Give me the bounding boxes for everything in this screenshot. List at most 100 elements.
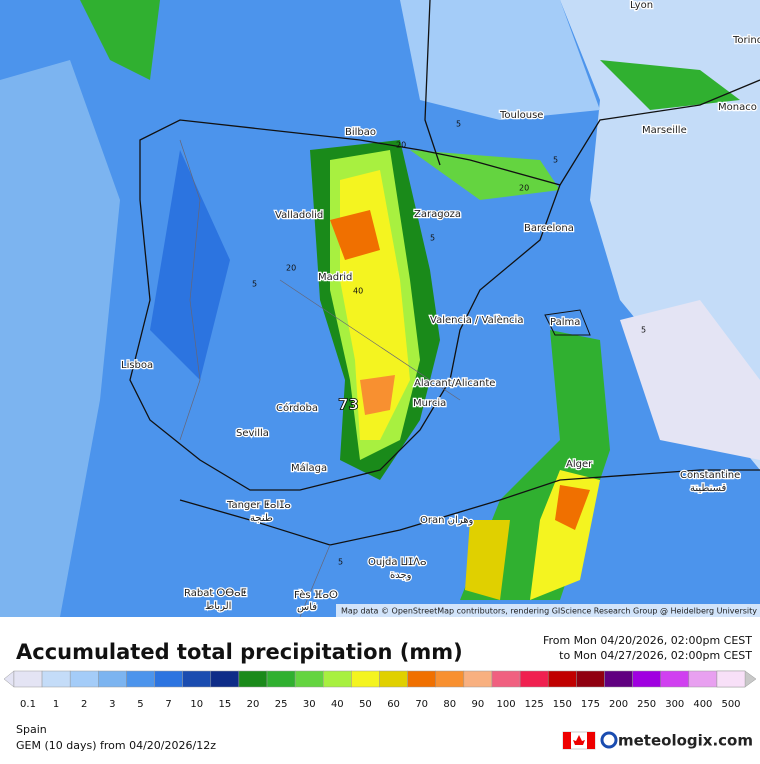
legend-swatch bbox=[154, 670, 183, 688]
city: Valencia / València bbox=[430, 314, 523, 326]
legend-swatch bbox=[351, 670, 380, 688]
legend-swatch bbox=[266, 670, 296, 688]
light-area bbox=[620, 300, 760, 460]
legend-label: 80 bbox=[443, 699, 456, 710]
legend-swatch bbox=[126, 670, 155, 688]
legend-label: 2 bbox=[81, 699, 87, 710]
city: Lyon bbox=[630, 0, 653, 11]
legend-swatch bbox=[41, 670, 71, 688]
city: Sevilla bbox=[236, 428, 269, 439]
legend-label: 30 bbox=[303, 699, 316, 710]
legend-label: 40 bbox=[331, 699, 344, 710]
legend-swatch bbox=[604, 670, 633, 688]
city: Tanger ⵟⴰⵏⵊⴰ bbox=[226, 500, 291, 511]
legend-label: 1 bbox=[53, 699, 59, 710]
contour-label: 5 bbox=[252, 280, 257, 289]
legend-swatch bbox=[294, 670, 324, 688]
orange-area bbox=[555, 485, 590, 530]
legend-label: 7 bbox=[165, 699, 171, 710]
island bbox=[544, 309, 591, 336]
legend-swatch bbox=[632, 670, 661, 688]
max-value: 73 bbox=[338, 396, 359, 414]
legend-label: 10 bbox=[190, 699, 203, 710]
border bbox=[179, 139, 461, 618]
attribution: Map data © OpenStreetMap contributors, r… bbox=[341, 607, 757, 616]
legend-swatch bbox=[463, 670, 493, 688]
city: Toulouse bbox=[499, 110, 543, 121]
legend-swatch bbox=[98, 670, 127, 688]
legend-label: 15 bbox=[218, 699, 231, 710]
attribution-bg bbox=[336, 604, 760, 617]
legend-swatch bbox=[13, 670, 43, 688]
city: Monaco bbox=[718, 102, 757, 113]
coastline bbox=[179, 469, 760, 546]
legend-label: 175 bbox=[581, 699, 600, 710]
legend-label: 50 bbox=[359, 699, 372, 710]
legend-swatch bbox=[210, 670, 240, 688]
contour-label: 5 bbox=[338, 558, 343, 567]
legend-label: 200 bbox=[609, 699, 628, 710]
city: Málaga bbox=[291, 462, 327, 474]
city: قسنطينة bbox=[690, 483, 727, 494]
orange-area bbox=[360, 375, 395, 415]
model: GEM (10 days) from 04/20/2026/12z bbox=[16, 739, 216, 752]
legend-swatch bbox=[491, 670, 521, 688]
contour-label: 20 bbox=[519, 184, 529, 193]
city: Marseille bbox=[642, 125, 687, 136]
date-from: From Mon 04/20/2026, 02:00pm CEST bbox=[543, 634, 752, 647]
contour-label: 40 bbox=[353, 287, 363, 296]
yellow-area bbox=[465, 520, 510, 600]
legend-label: 20 bbox=[247, 699, 260, 710]
orange-area bbox=[330, 210, 380, 260]
city: Oran وهران bbox=[420, 515, 474, 526]
contour-labels: 20 5 20 5 5 20 40 5 5 5 bbox=[252, 120, 646, 567]
city: الرباط bbox=[205, 601, 231, 612]
legend-label: 25 bbox=[275, 699, 288, 710]
city: Torino bbox=[732, 35, 760, 46]
canada-flag bbox=[562, 731, 596, 750]
legend-label: 100 bbox=[496, 699, 515, 710]
legend-label: 90 bbox=[472, 699, 485, 710]
city: Córdoba bbox=[276, 402, 318, 414]
legend-label: 300 bbox=[665, 699, 684, 710]
legend-label: 500 bbox=[721, 699, 740, 710]
legend-label: 150 bbox=[553, 699, 572, 710]
contour-label: 5 bbox=[641, 326, 646, 335]
green-area bbox=[410, 150, 560, 200]
legend-swatch bbox=[238, 670, 268, 688]
city: Fès ⴼⴰⵙ bbox=[294, 589, 338, 601]
legend-label: 0.1 bbox=[20, 699, 36, 710]
legend-swatch bbox=[716, 670, 746, 688]
legend-label: 125 bbox=[525, 699, 544, 710]
legend-label: 70 bbox=[415, 699, 428, 710]
city: Rabat ⵔⴱⴰⵟ bbox=[184, 588, 247, 599]
legend-swatch bbox=[407, 670, 436, 688]
city: Palma bbox=[550, 317, 580, 328]
legend-label: 5 bbox=[137, 699, 143, 710]
city: فاس bbox=[297, 602, 317, 613]
legend-swatch bbox=[69, 670, 99, 688]
contour-label: 5 bbox=[553, 156, 558, 165]
date-to: to Mon 04/27/2026, 02:00pm CEST bbox=[559, 649, 752, 662]
legend: 0.1 1 2 3 5 7 10 15 20 25 30 40 50 60 70 80 90 100 125 150 1… bbox=[3, 670, 757, 710]
legend-swatch bbox=[323, 670, 352, 688]
medium-area bbox=[150, 150, 230, 380]
legend-label: 400 bbox=[693, 699, 712, 710]
city: Oujda ⵡⵊⴷⴰ bbox=[368, 557, 427, 568]
city: Zaragoza bbox=[414, 209, 461, 220]
legend-label: 60 bbox=[387, 699, 400, 710]
green-area bbox=[80, 0, 160, 80]
legend-swatch bbox=[379, 670, 408, 688]
city: Constantine bbox=[680, 470, 740, 481]
light-area bbox=[0, 60, 120, 617]
legend-swatch bbox=[688, 670, 718, 688]
city-labels: Lyon Torino Monaco Marseille Toulouse Bi… bbox=[120, 0, 760, 614]
city: وجدة bbox=[390, 570, 412, 581]
coastline bbox=[424, 0, 760, 186]
legend-swatch bbox=[182, 670, 212, 688]
contour-label: 5 bbox=[456, 120, 461, 129]
city: Alacant/Alicante bbox=[414, 378, 495, 389]
city: Lisboa bbox=[121, 360, 153, 371]
legend-swatch bbox=[660, 670, 690, 688]
